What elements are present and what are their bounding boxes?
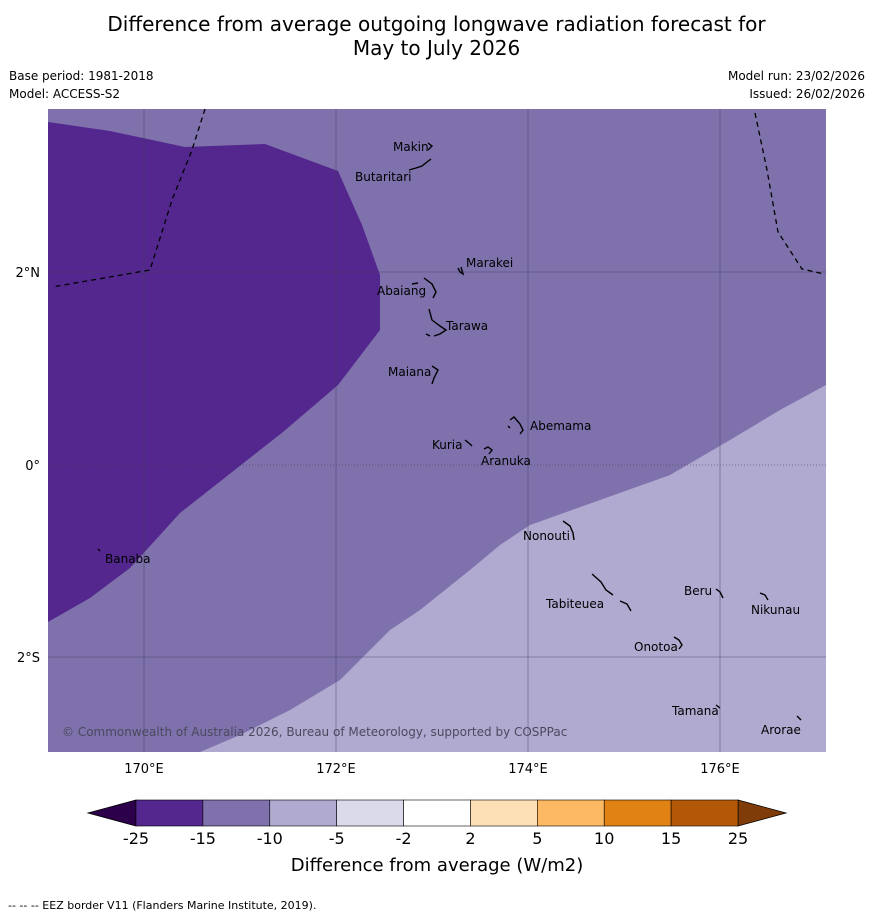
place-label-tabiteuea: Tabiteuea (545, 597, 604, 611)
colorbar-over-arrow (737, 799, 788, 827)
colorbar-segments (135, 799, 739, 827)
lon-label-172e: 172°E (316, 762, 356, 777)
place-label-maiana: Maiana (388, 365, 431, 379)
lat-label-2s: 2°S (17, 651, 40, 666)
eez-border (51, 109, 825, 288)
place-label-abaiang: Abaiang (377, 284, 426, 298)
colorbar-under-arrow (86, 799, 137, 827)
lon-label-170e: 170°E (124, 762, 164, 777)
lat-label-2n: 2°N (16, 266, 41, 281)
map-title: Difference from average outgoing longwav… (0, 12, 873, 60)
colorbar-tick-label: -10 (257, 829, 283, 848)
longitude-labels: 170°E 172°E 174°E 176°E (124, 762, 740, 777)
colorbar-segment (603, 799, 672, 827)
place-labels: Makin Butaritari Marakei Abaiang Tarawa … (105, 140, 801, 737)
lon-label-174e: 174°E (508, 762, 548, 777)
place-label-beru: Beru (684, 584, 712, 598)
place-label-marakei: Marakei (466, 256, 513, 270)
place-label-butaritari: Butaritari (355, 170, 412, 184)
place-label-abemama: Abemama (530, 419, 591, 433)
graticule (48, 109, 826, 752)
place-label-onotoa: Onotoa (634, 640, 678, 654)
model-run: Model run: 23/02/2026 (727, 69, 865, 83)
place-label-kuria: Kuria (432, 438, 463, 452)
lon-label-176e: 176°E (700, 762, 740, 777)
region-negative-25-to-15 (48, 122, 380, 622)
place-label-aranuka: Aranuka (481, 454, 531, 468)
colorbar-tick-label: 2 (465, 829, 475, 848)
place-label-nonouti: Nonouti (523, 529, 570, 543)
colorbar-tick-label: 25 (728, 829, 748, 848)
colorbar-tick-label: 15 (661, 829, 681, 848)
colorbar-tick-label: 5 (532, 829, 542, 848)
colorbar: -25 -15 -10 -5 -2 2 5 10 15 25 Difference from av… (86, 799, 788, 876)
region-negative-10-to-5 (200, 385, 826, 752)
colorbar-tick-label: 10 (594, 829, 614, 848)
title-line-2: May to July 2026 (352, 36, 521, 60)
meta-left: Base period: 1981-2018 Model: ACCESS-S2 (9, 67, 154, 103)
model-name: Model: ACCESS-S2 (9, 87, 121, 101)
colorbar-tick-label: -2 (396, 829, 412, 848)
island-outlines (97, 142, 802, 721)
meta-right: Model run: 23/02/2026 Issued: 26/02/2026 (728, 67, 865, 103)
place-label-tarawa: Tarawa (445, 319, 488, 333)
place-label-banaba: Banaba (105, 552, 151, 566)
map-canvas: Makin Butaritari Marakei Abaiang Tarawa … (48, 109, 826, 752)
colorbar-tick-label: -15 (190, 829, 216, 848)
eez-legend-note: -- -- -- EEZ border V11 (Flanders Marine… (8, 899, 317, 912)
colorbar-segment (470, 799, 538, 827)
colorbar-segment (269, 799, 337, 827)
place-label-makin: Makin (393, 140, 429, 154)
latitude-labels: 2°N 0° 2°S (16, 266, 41, 666)
place-label-tamana: Tamana (671, 704, 719, 718)
colorbar-segment (202, 799, 271, 827)
title-line-1: Difference from average outgoing longwav… (107, 12, 766, 36)
place-label-arorae: Arorae (761, 723, 801, 737)
colorbar-tick-label: -25 (123, 829, 149, 848)
colorbar-segment (135, 799, 204, 827)
place-label-nikunau: Nikunau (751, 603, 800, 617)
colorbar-label: Difference from average (W/m2) (291, 855, 583, 876)
colorbar-segment (336, 799, 404, 827)
colorbar-segment (403, 799, 471, 827)
copyright-notice: © Commonwealth of Australia 2026, Bureau… (62, 725, 567, 739)
colorbar-tick-labels: -25 -15 -10 -5 -2 2 5 10 15 25 (123, 829, 748, 848)
base-period: Base period: 1981-2018 (9, 69, 154, 83)
colorbar-segment (537, 799, 605, 827)
issued-date: Issued: 26/02/2026 (749, 87, 865, 101)
lat-label-equator: 0° (25, 459, 40, 474)
colorbar-segment (670, 799, 739, 827)
colorbar-tick-label: -5 (329, 829, 345, 848)
